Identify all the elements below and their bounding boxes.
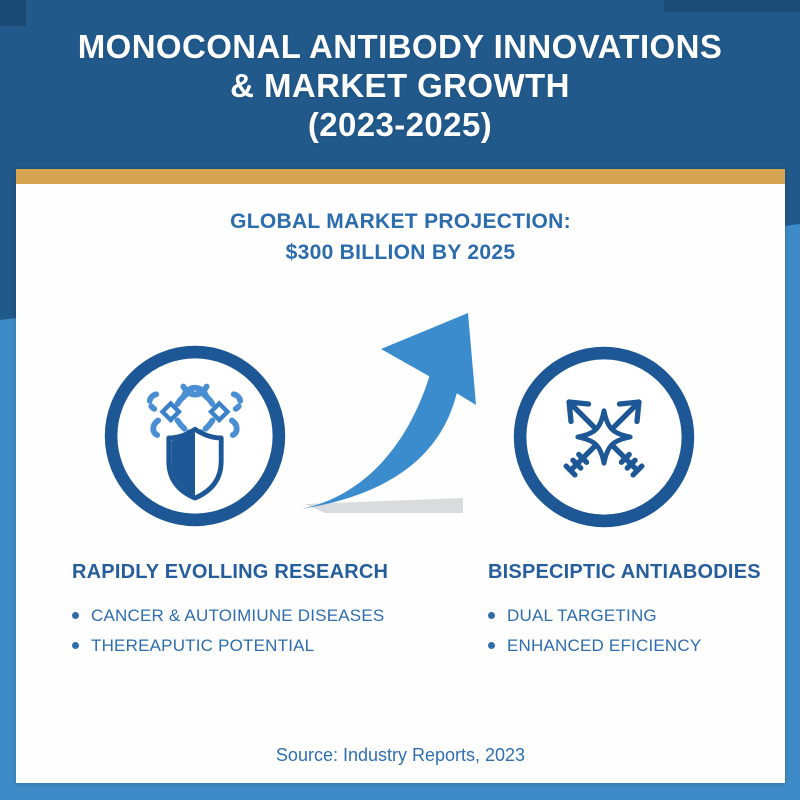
bullet-text: THEREAPUTIC POTENTIAL xyxy=(91,636,315,655)
list-item: CANCER & AUTOIMIUNE DISEASES xyxy=(72,601,422,631)
arrow-shadow-bar xyxy=(305,498,463,513)
page-title-line-2: & MARKET GROWTH xyxy=(230,67,570,104)
left-section: RAPIDLY EVOLLING RESEARCH CANCER & AUTOI… xyxy=(72,561,422,661)
market-projection-line-1: GLOBAL MARKET PROJECTION: xyxy=(230,210,571,233)
right-section-heading: BISPECIPTIC ANTIABODIES xyxy=(488,561,761,583)
crossed-arrows-star-icon xyxy=(513,346,695,528)
right-section-bullets: DUAL TARGETING ENHANCED EFICIENCY xyxy=(488,601,778,661)
antibody-junction-left xyxy=(159,400,183,424)
page-title-line-1: MONOCONAL ANTIBODY INNOVATIONS xyxy=(77,28,723,65)
antibody-junction-right xyxy=(207,400,231,424)
source-attribution: Source: Industry Reports, 2023 xyxy=(275,745,526,765)
title-block: MONOCONAL ANTIBODY INNOVATIONS & MARKET … xyxy=(0,27,800,144)
growth-arrow-icon xyxy=(301,313,476,513)
list-item: DUAL TARGETING xyxy=(488,601,778,631)
antibody-shield-icon xyxy=(104,345,286,527)
bullet-text: ENHANCED EFICIENCY xyxy=(507,636,702,655)
bullet-dot xyxy=(72,642,79,649)
corner-accent-top-left xyxy=(0,0,26,26)
page-title-line-3: (2023-2025) xyxy=(307,106,493,143)
sparkle-star-icon xyxy=(575,408,633,466)
right-section: BISPECIPTIC ANTIABODIES DUAL TARGETING E… xyxy=(488,561,778,661)
market-projection-line-2: $300 BILLION BY 2025 xyxy=(285,241,516,264)
shield-icon xyxy=(166,426,224,501)
bullet-dot xyxy=(488,612,495,619)
list-item: ENHANCED EFICIENCY xyxy=(488,631,778,661)
market-projection: GLOBAL MARKET PROJECTION: $300 BILLION B… xyxy=(16,206,785,268)
bullet-dot xyxy=(488,642,495,649)
corner-accent-top-right xyxy=(664,0,800,12)
content-card: GLOBAL MARKET PROJECTION: $300 BILLION B… xyxy=(16,169,785,783)
left-section-bullets: CANCER & AUTOIMIUNE DISEASES THEREAPUTIC… xyxy=(72,601,422,661)
bullet-dot xyxy=(72,612,79,619)
gold-accent-bar xyxy=(16,169,785,184)
bullet-text: DUAL TARGETING xyxy=(507,606,657,625)
bullet-text: CANCER & AUTOIMIUNE DISEASES xyxy=(91,606,385,625)
left-section-heading: RAPIDLY EVOLLING RESEARCH xyxy=(72,561,389,583)
list-item: THEREAPUTIC POTENTIAL xyxy=(72,631,422,661)
